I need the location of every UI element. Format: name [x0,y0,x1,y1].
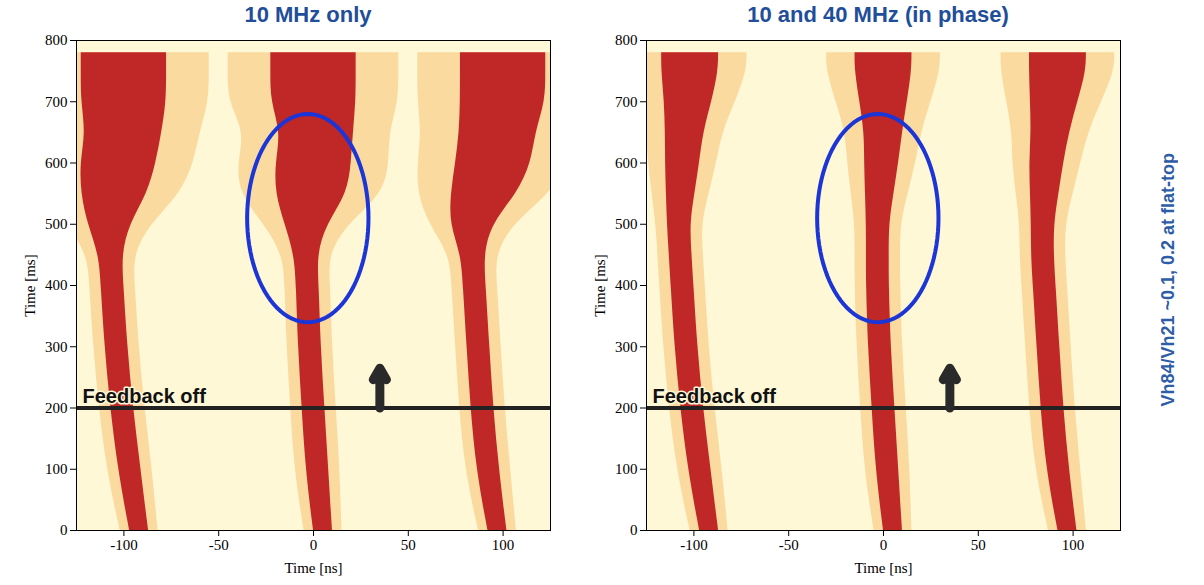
svg-text:500: 500 [615,216,638,232]
svg-text:-100: -100 [110,537,137,553]
html-text:Vh84/Vh21 ~0.1, 0.2 at flat-to: Vh84/Vh21 ~0.1, 0.2 at flat-top [1157,153,1178,407]
svg-text:Time [ns]: Time [ns] [284,560,342,576]
svg-text:800: 800 [615,32,638,48]
svg-text:300: 300 [615,339,638,355]
svg-text:100: 100 [45,461,68,477]
svg-text:600: 600 [615,155,638,171]
svg-text:500: 500 [45,216,68,232]
svg-text:50: 50 [971,537,986,553]
svg-text:800: 800 [45,32,68,48]
svg-text:-50: -50 [209,537,229,553]
svg-text:0: 0 [310,537,318,553]
svg-text:400: 400 [45,277,68,293]
svg-text:200: 200 [45,400,68,416]
svg-text:Feedback off: Feedback off [653,385,777,407]
svg-text:700: 700 [45,94,68,110]
svg-text:Feedback off: Feedback off [83,385,207,407]
svg-text:200: 200 [615,400,638,416]
svg-text:100: 100 [615,461,638,477]
svg-text:Time [ms]: Time [ms] [592,254,608,316]
svg-text:Time [ms]: Time [ms] [22,254,38,316]
svg-text:Time [ns]: Time [ns] [854,560,912,576]
svg-text:-50: -50 [779,537,799,553]
svg-text:0: 0 [60,522,68,538]
svg-text:300: 300 [45,339,68,355]
svg-text:0: 0 [880,537,888,553]
svg-text:400: 400 [615,277,638,293]
svg-text:700: 700 [615,94,638,110]
html-text:10 MHz only: 10 MHz only [244,2,372,27]
svg-text:100: 100 [1062,537,1085,553]
svg-text:100: 100 [492,537,514,553]
svg-text:-100: -100 [680,537,708,553]
html-text:10 and 40 MHz (in phase): 10 and 40 MHz (in phase) [747,2,1009,27]
svg-text:0: 0 [630,522,638,538]
svg-text:600: 600 [45,155,68,171]
svg-text:50: 50 [401,537,416,553]
